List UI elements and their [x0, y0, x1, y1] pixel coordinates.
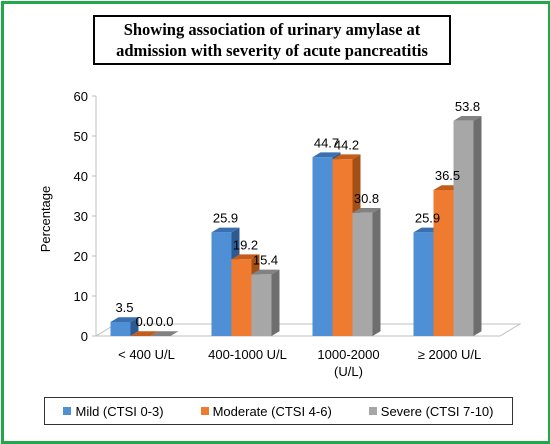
data-label: 36.5	[435, 168, 460, 183]
legend-entry-mild: Mild (CTSI 0-3)	[63, 403, 164, 419]
bar-front	[211, 232, 232, 336]
bar-3-2	[453, 116, 482, 336]
y-tick-label: 20	[74, 249, 88, 264]
y-axis-label: Percentage	[38, 186, 53, 253]
legend-label-severe: Severe (CTSI 7-10)	[380, 403, 494, 419]
bar-front	[453, 120, 474, 336]
bar-side	[372, 208, 381, 336]
data-label: 0.0	[155, 314, 173, 329]
chart-legend: Mild (CTSI 0-3) Moderate (CTSI 4-6) Seve…	[44, 397, 513, 425]
bar-top	[453, 116, 482, 121]
x-tick-label: 1000-2000	[317, 347, 379, 362]
data-label: 15.4	[253, 253, 278, 268]
bar-front	[231, 259, 252, 336]
data-label: 44.7	[314, 135, 339, 150]
legend-label-moderate: Moderate (CTSI 4-6)	[212, 403, 332, 419]
bar-1-2	[251, 269, 280, 336]
legend-swatch-moderate	[200, 407, 209, 415]
data-label: 25.9	[415, 211, 440, 226]
data-label: 3.5	[115, 300, 133, 315]
y-tick-label: 10	[74, 289, 88, 304]
legend-entry-severe: Severe (CTSI 7-10)	[368, 403, 494, 419]
bar-2-2	[352, 208, 381, 336]
bar-top	[211, 227, 240, 233]
legend-swatch-severe	[368, 407, 377, 415]
bar-top	[150, 331, 179, 336]
bar-front	[110, 322, 131, 336]
legend-swatch-mild	[63, 407, 72, 415]
y-tick-label: 0	[81, 329, 88, 344]
data-label: 53.8	[455, 99, 480, 114]
bar-side	[271, 269, 280, 336]
y-tick-label: 60	[74, 89, 88, 104]
bar-top	[332, 154, 361, 160]
data-label: 19.2	[233, 237, 258, 252]
bar-0-0	[110, 317, 139, 336]
data-label: 30.8	[354, 191, 379, 206]
chart-bars	[110, 116, 482, 336]
bar-top	[231, 254, 260, 260]
data-label: 25.9	[213, 211, 238, 226]
chart-title: Showing association of urinary amylase a…	[93, 15, 451, 65]
bar-top	[352, 208, 381, 213]
legend-entry-moderate: Moderate (CTSI 4-6)	[200, 403, 332, 419]
data-label: 44.2	[334, 137, 359, 152]
x-tick-label: < 400 U/L	[118, 347, 175, 362]
bar-front	[413, 232, 434, 336]
bar-0-1	[130, 331, 159, 336]
data-label: 0.0	[135, 314, 153, 329]
bar-top	[110, 317, 139, 322]
y-tick-label: 30	[74, 209, 88, 224]
chart-title-line-2: admission with severity of acute pancrea…	[116, 41, 428, 60]
bar-0-2	[150, 331, 179, 336]
x-tick-label-line-2: (U/L)	[334, 364, 363, 379]
y-tick-label: 40	[74, 169, 88, 184]
bar-front	[251, 274, 272, 336]
bar-side	[130, 317, 139, 336]
bar-top	[130, 331, 159, 336]
bar-front	[433, 190, 454, 336]
bar-top	[312, 152, 341, 158]
bar-front	[352, 212, 373, 336]
y-tick-label: 50	[74, 129, 88, 144]
x-tick-label: 400-1000 U/L	[208, 347, 287, 362]
chart-title-line-1: Showing association of urinary amylase a…	[123, 20, 421, 39]
legend-label-mild: Mild (CTSI 0-3)	[75, 403, 164, 419]
x-tick-label: ≥ 2000 U/L	[418, 347, 482, 362]
bar-top	[251, 269, 280, 275]
bar-front	[332, 159, 353, 336]
bar-front	[312, 157, 333, 336]
bar-side	[473, 116, 482, 336]
